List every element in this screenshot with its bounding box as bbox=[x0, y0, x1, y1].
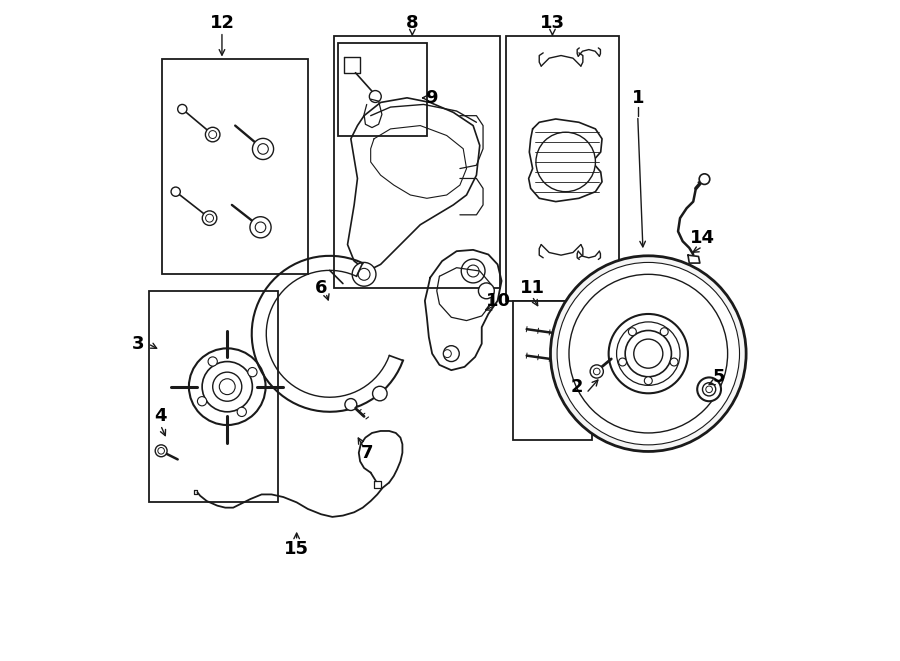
Circle shape bbox=[202, 362, 252, 412]
Circle shape bbox=[209, 131, 217, 139]
Text: 15: 15 bbox=[284, 539, 309, 558]
Circle shape bbox=[345, 399, 356, 410]
Circle shape bbox=[256, 222, 266, 233]
Circle shape bbox=[557, 262, 740, 445]
Circle shape bbox=[590, 365, 603, 378]
Circle shape bbox=[171, 187, 180, 196]
Circle shape bbox=[205, 128, 220, 142]
Circle shape bbox=[467, 265, 479, 277]
Circle shape bbox=[208, 357, 217, 366]
Bar bbox=[513, 301, 592, 440]
Text: 9: 9 bbox=[425, 89, 437, 107]
Text: 11: 11 bbox=[519, 278, 544, 297]
Circle shape bbox=[352, 262, 376, 286]
Circle shape bbox=[593, 368, 600, 375]
Circle shape bbox=[634, 339, 662, 368]
Circle shape bbox=[369, 91, 382, 102]
Bar bbox=[334, 36, 500, 288]
Circle shape bbox=[703, 383, 716, 396]
Circle shape bbox=[562, 352, 583, 373]
Circle shape bbox=[158, 447, 165, 454]
Circle shape bbox=[189, 348, 266, 425]
Text: 5: 5 bbox=[713, 368, 725, 386]
Text: 4: 4 bbox=[154, 407, 166, 426]
Circle shape bbox=[644, 377, 652, 385]
Circle shape bbox=[551, 256, 746, 451]
Ellipse shape bbox=[536, 132, 596, 192]
Circle shape bbox=[562, 325, 583, 346]
Text: 2: 2 bbox=[571, 377, 583, 396]
Circle shape bbox=[444, 350, 451, 358]
Text: 13: 13 bbox=[540, 14, 565, 32]
Circle shape bbox=[373, 386, 387, 401]
Circle shape bbox=[670, 358, 678, 366]
Circle shape bbox=[566, 330, 579, 342]
Text: 10: 10 bbox=[486, 292, 511, 310]
Text: 1: 1 bbox=[632, 89, 644, 107]
Circle shape bbox=[250, 217, 271, 238]
Circle shape bbox=[358, 268, 370, 280]
Text: 7: 7 bbox=[361, 444, 374, 462]
Circle shape bbox=[626, 330, 671, 377]
Text: 6: 6 bbox=[315, 278, 328, 297]
Circle shape bbox=[257, 143, 268, 154]
Circle shape bbox=[618, 358, 626, 366]
Bar bbox=[163, 59, 308, 274]
Circle shape bbox=[566, 356, 579, 368]
Text: 3: 3 bbox=[131, 334, 144, 353]
Circle shape bbox=[155, 445, 167, 457]
Circle shape bbox=[252, 138, 274, 159]
Text: 8: 8 bbox=[406, 14, 419, 32]
Circle shape bbox=[569, 274, 727, 433]
Circle shape bbox=[706, 386, 713, 393]
Bar bbox=[149, 291, 278, 502]
Bar bbox=[338, 43, 427, 136]
Text: 14: 14 bbox=[690, 229, 715, 247]
Circle shape bbox=[461, 259, 485, 283]
Circle shape bbox=[248, 368, 257, 377]
Circle shape bbox=[628, 328, 636, 336]
Bar bbox=[506, 36, 618, 301]
Circle shape bbox=[177, 104, 187, 114]
Circle shape bbox=[699, 174, 710, 184]
Circle shape bbox=[202, 211, 217, 225]
Circle shape bbox=[608, 314, 688, 393]
Circle shape bbox=[479, 283, 494, 299]
Circle shape bbox=[238, 407, 247, 416]
Circle shape bbox=[220, 379, 235, 395]
Circle shape bbox=[444, 346, 459, 362]
Circle shape bbox=[698, 377, 721, 401]
Text: 12: 12 bbox=[210, 14, 235, 32]
Circle shape bbox=[205, 214, 213, 222]
Circle shape bbox=[616, 322, 680, 385]
Circle shape bbox=[661, 328, 668, 336]
Circle shape bbox=[197, 397, 207, 406]
Circle shape bbox=[212, 372, 242, 401]
